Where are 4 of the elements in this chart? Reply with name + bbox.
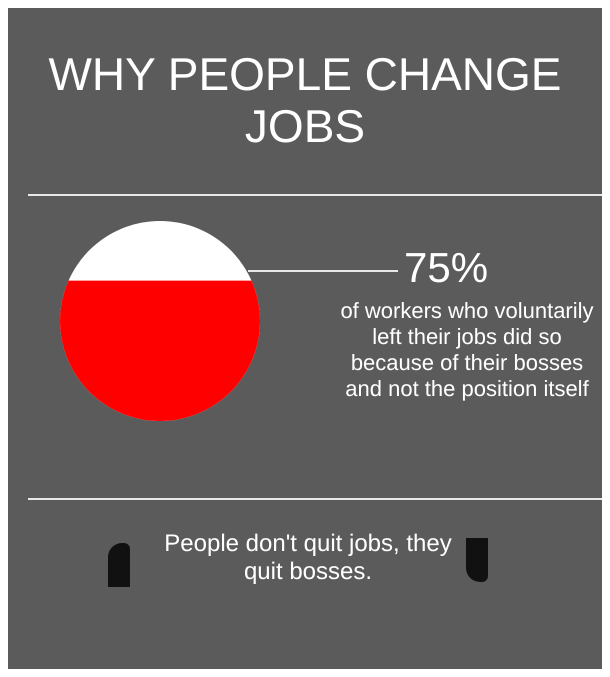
text: People don't quit jobs, they quit bosses. bbox=[163, 530, 453, 586]
text: of workers who voluntarily left their jobs did so because of their bosses and not the position itself bbox=[339, 298, 595, 402]
data-label: 75% bbox=[404, 244, 488, 292]
text: WHY PEOPLE CHANGE JOBS bbox=[48, 48, 562, 152]
